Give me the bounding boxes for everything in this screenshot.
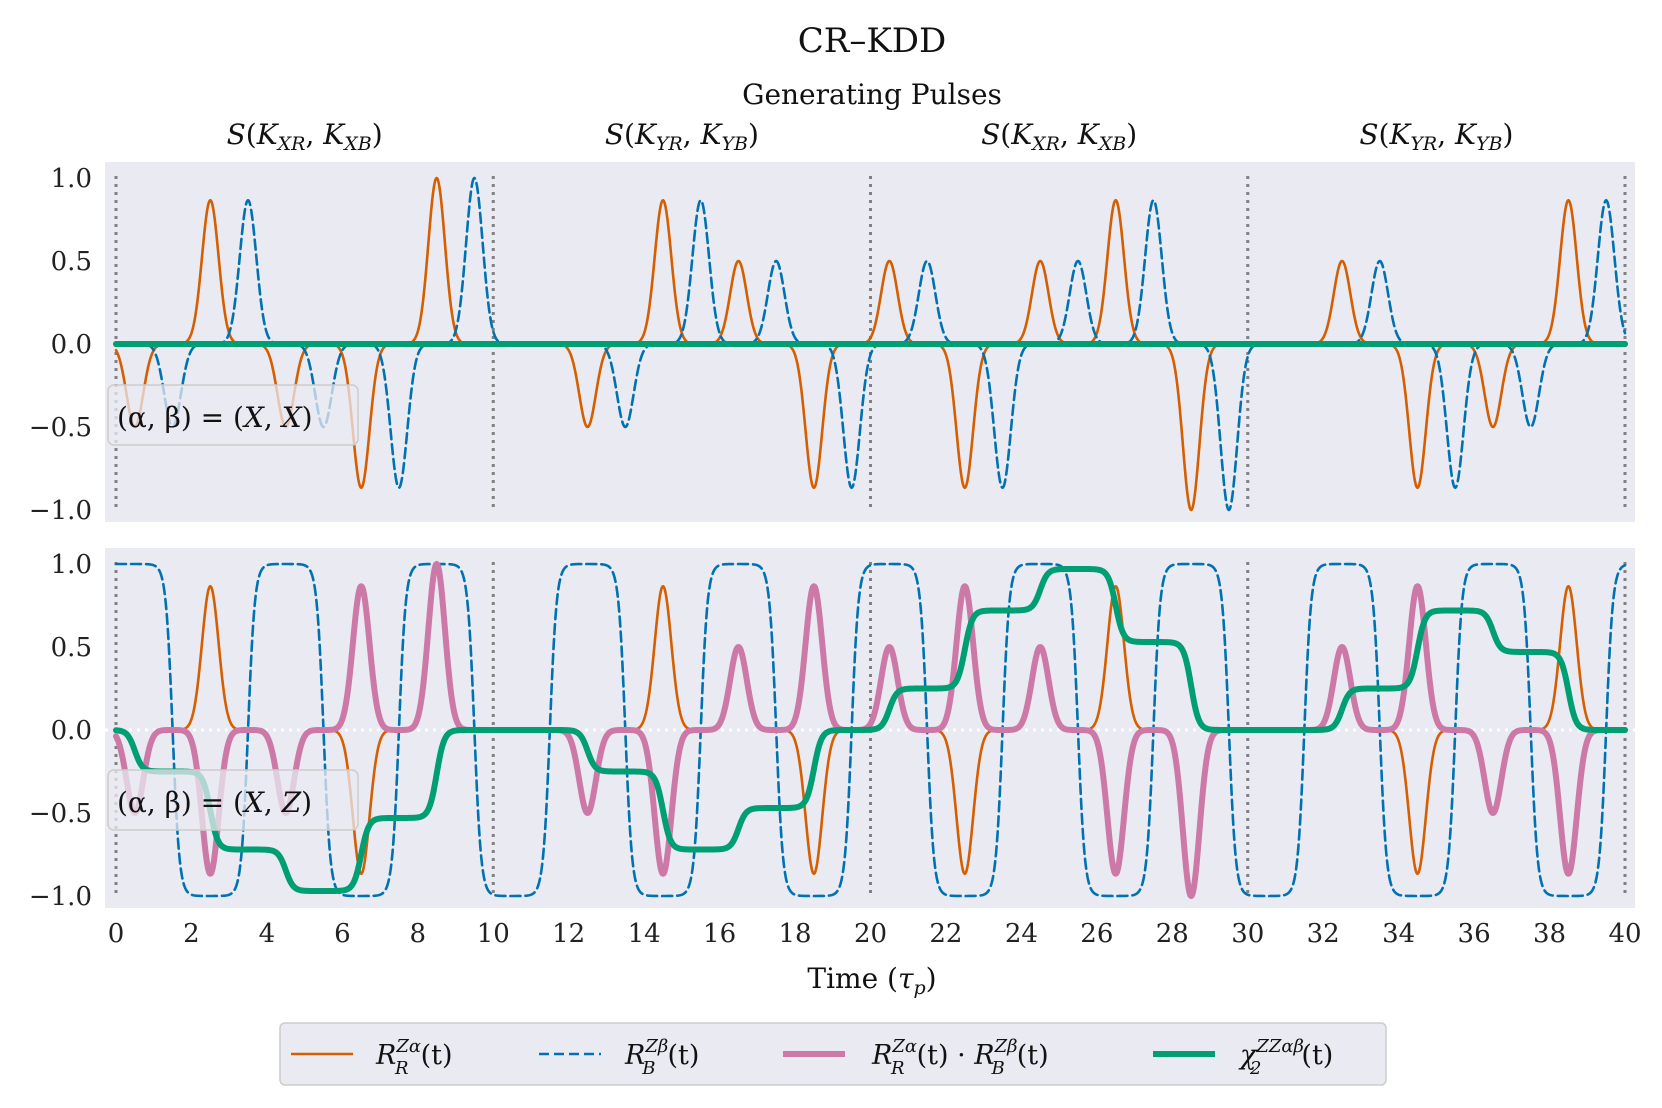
y-tick-label: −0.5 — [29, 413, 92, 443]
x-tick-label: 26 — [1080, 919, 1113, 949]
y-tick-label: 1.0 — [51, 164, 92, 194]
segment-label: S(KXR, KXB) — [981, 118, 1137, 155]
y-tick-label: 1.0 — [51, 550, 92, 580]
panel-label-box — [107, 384, 359, 446]
x-tick-label: 18 — [779, 919, 812, 949]
x-tick-label: 12 — [552, 919, 585, 949]
x-tick-label: 32 — [1307, 919, 1340, 949]
segment-label: S(KYR, KYB) — [605, 118, 759, 155]
series-r-blue — [114, 176, 1627, 512]
x-tick-label: 36 — [1458, 919, 1491, 949]
y-tick-label: 0.5 — [51, 633, 92, 663]
legend-label-blue: RZβ B (t) — [624, 1036, 699, 1079]
x-tick-label: 6 — [334, 919, 351, 949]
panel-label-box — [107, 769, 359, 831]
series-product — [113, 561, 1628, 899]
segment-label: S(KYR, KYB) — [1359, 118, 1513, 155]
x-tick-label: 8 — [410, 919, 427, 949]
x-tick-label: 40 — [1608, 919, 1641, 949]
x-tick-label: 10 — [477, 919, 510, 949]
x-tick-label: 4 — [259, 919, 276, 949]
y-tick-label: −0.5 — [29, 799, 92, 829]
series-chi — [113, 565, 1628, 895]
chart-title: CR–KDD — [798, 21, 947, 61]
x-tick-label: 30 — [1231, 919, 1264, 949]
legend-label-green: χZZαβ 2 (t) — [1238, 1036, 1333, 1079]
chart-subtitle: Generating Pulses — [742, 78, 1002, 111]
series-r-blue — [114, 562, 1627, 898]
x-tick-label: 20 — [854, 919, 887, 949]
x-tick-label: 22 — [929, 919, 962, 949]
y-tick-label: 0.0 — [51, 330, 92, 360]
legend: RZα R (t) RZβ B (t) RZα R (t) · RZβ B (t) χZZαβ 2… — [279, 1022, 1387, 1086]
x-axis-ticks: 0 2 4 6 8 10 12 14 16 18 20 22 24 26 28 30 32 34 36 38 40 — [108, 919, 1642, 949]
panel-top: 1.0 0.5 0.0 −0.5 −1.0 (α, β) = (X, X) — [29, 164, 1628, 526]
x-tick-label: 0 — [108, 919, 125, 949]
x-tick-label: 2 — [183, 919, 200, 949]
legend-label-pink: RZα R (t) · RZβ B (t) — [871, 1036, 1049, 1079]
y-tick-label: −1.0 — [29, 882, 92, 912]
panel-label: (α, β) = (X, Z) — [117, 786, 312, 819]
x-tick-label: 28 — [1156, 919, 1189, 949]
segment-label: S(KXR, KXB) — [227, 118, 383, 155]
legend-label-red: RZα R (t) — [375, 1036, 453, 1079]
x-tick-label: 24 — [1005, 919, 1038, 949]
panel-label: (α, β) = (X, X) — [117, 401, 313, 434]
segment-labels: S(KXR, KXB) S(KYR, KYB) S(KXR, KXB) S(KYR, … — [227, 118, 1514, 155]
x-tick-label: 14 — [628, 919, 661, 949]
x-tick-label: 34 — [1382, 919, 1415, 949]
x-axis-label: Time (τp) — [807, 962, 936, 999]
y-tick-label: 0.5 — [51, 247, 92, 277]
y-tick-label: 0.0 — [51, 716, 92, 746]
y-tick-label: −1.0 — [29, 496, 92, 526]
x-tick-label: 16 — [703, 919, 736, 949]
x-tick-label: 38 — [1533, 919, 1566, 949]
panel-bottom: 1.0 0.5 0.0 −0.5 −1.0 (α, β) = (X, Z) — [29, 550, 1635, 912]
